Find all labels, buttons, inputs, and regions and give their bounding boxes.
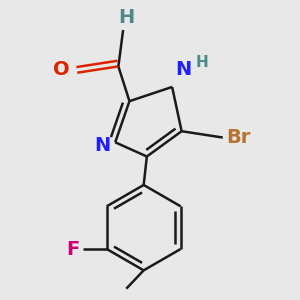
- Text: F: F: [67, 239, 80, 259]
- Text: Br: Br: [226, 128, 250, 147]
- Text: H: H: [196, 55, 208, 70]
- Text: H: H: [118, 8, 134, 27]
- Text: N: N: [175, 60, 191, 79]
- Text: O: O: [53, 60, 69, 79]
- Text: N: N: [94, 136, 110, 155]
